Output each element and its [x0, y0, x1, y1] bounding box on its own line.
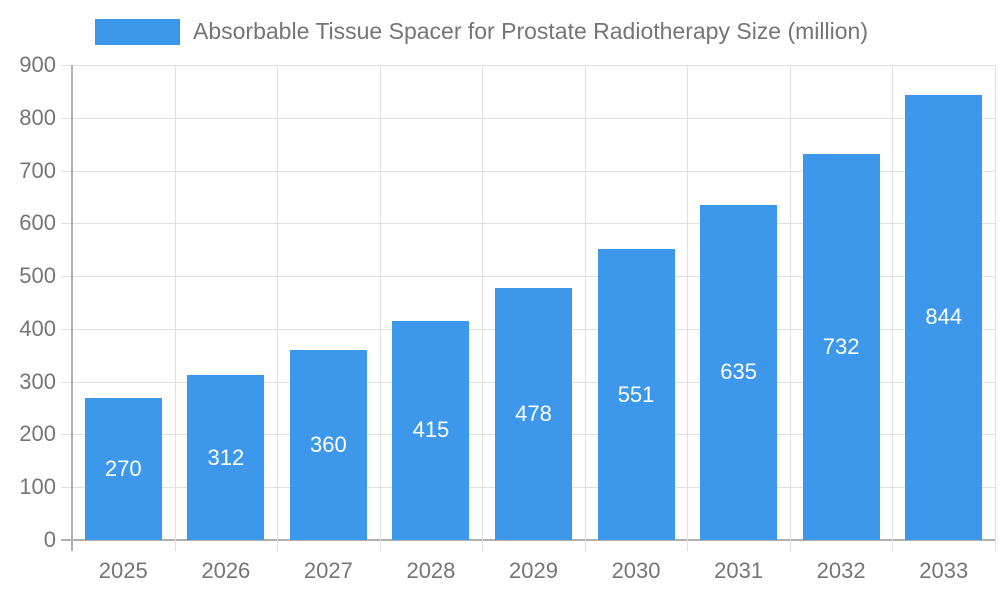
bar-value-label: 360: [310, 432, 347, 457]
y-tick-label: 200: [19, 421, 56, 447]
bar-value-label: 551: [617, 381, 655, 407]
bar-2029[interactable]: 478: [495, 287, 572, 540]
bar-2027[interactable]: 360: [289, 350, 367, 540]
y-tick-label: 700: [19, 157, 56, 183]
y-tick-label: 100: [19, 474, 56, 500]
legend-label: Absorbable Tissue Spacer for Prostate Ra…: [193, 18, 868, 44]
gridline-v: [482, 65, 484, 551]
bar-2026[interactable]: 312: [187, 375, 265, 540]
y-axis-line: [71, 65, 73, 551]
bar-2031[interactable]: 635: [700, 204, 778, 540]
gridline-v: [892, 65, 894, 551]
x-tick-label: 2032: [816, 558, 866, 583]
y-tick-label: 600: [19, 210, 56, 236]
bar-value-label: 415: [412, 417, 450, 443]
y-tick-label: 300: [19, 368, 56, 394]
bar-value-label: 732: [822, 333, 860, 359]
gridline-v: [174, 65, 176, 551]
y-tick-label: 900: [19, 52, 56, 77]
bar-2030[interactable]: 551: [597, 249, 675, 540]
gridline-v: [687, 65, 689, 551]
bar-value-label: 312: [207, 444, 245, 470]
bar-2032[interactable]: 732: [802, 153, 880, 540]
gridline-v: [995, 65, 996, 551]
bar-2028[interactable]: 415: [392, 320, 470, 540]
y-tick-label: 800: [19, 104, 56, 130]
gridline-v: [789, 65, 791, 551]
plot-area: 0 100 200 300 400 500 600 700 800 900 270 2025 312 20…: [19, 53, 996, 583]
bar-value-label: 635: [720, 359, 757, 385]
y-tick-label: 0: [43, 527, 56, 552]
gridline-v: [277, 65, 279, 551]
y-tick-label: 400: [19, 315, 56, 341]
x-tick-label: 2029: [509, 558, 558, 583]
bar-value-label: 478: [515, 400, 552, 426]
bar-value-label: 270: [104, 455, 142, 481]
bar-value-label: 844: [925, 304, 963, 330]
bar-2025[interactable]: 270: [84, 397, 162, 540]
x-tick-label: 2027: [303, 558, 353, 583]
gridline-h: [61, 65, 995, 66]
gridline-v: [379, 65, 381, 551]
gridline-v: [584, 65, 586, 551]
x-tick-label: 2030: [611, 558, 661, 583]
gridline-h: [61, 117, 995, 119]
legend[interactable]: Absorbable Tissue Spacer for Prostate Ra…: [95, 18, 868, 45]
x-tick-label: 2033: [919, 558, 969, 583]
x-tick-label: 2031: [714, 558, 764, 583]
x-tick-label: 2025: [98, 558, 148, 583]
y-tick-label: 500: [19, 263, 56, 289]
x-tick-label: 2026: [201, 558, 251, 583]
x-tick-label: 2028: [406, 558, 456, 583]
legend-swatch: [95, 18, 180, 45]
bar-2033[interactable]: 844: [905, 94, 983, 540]
